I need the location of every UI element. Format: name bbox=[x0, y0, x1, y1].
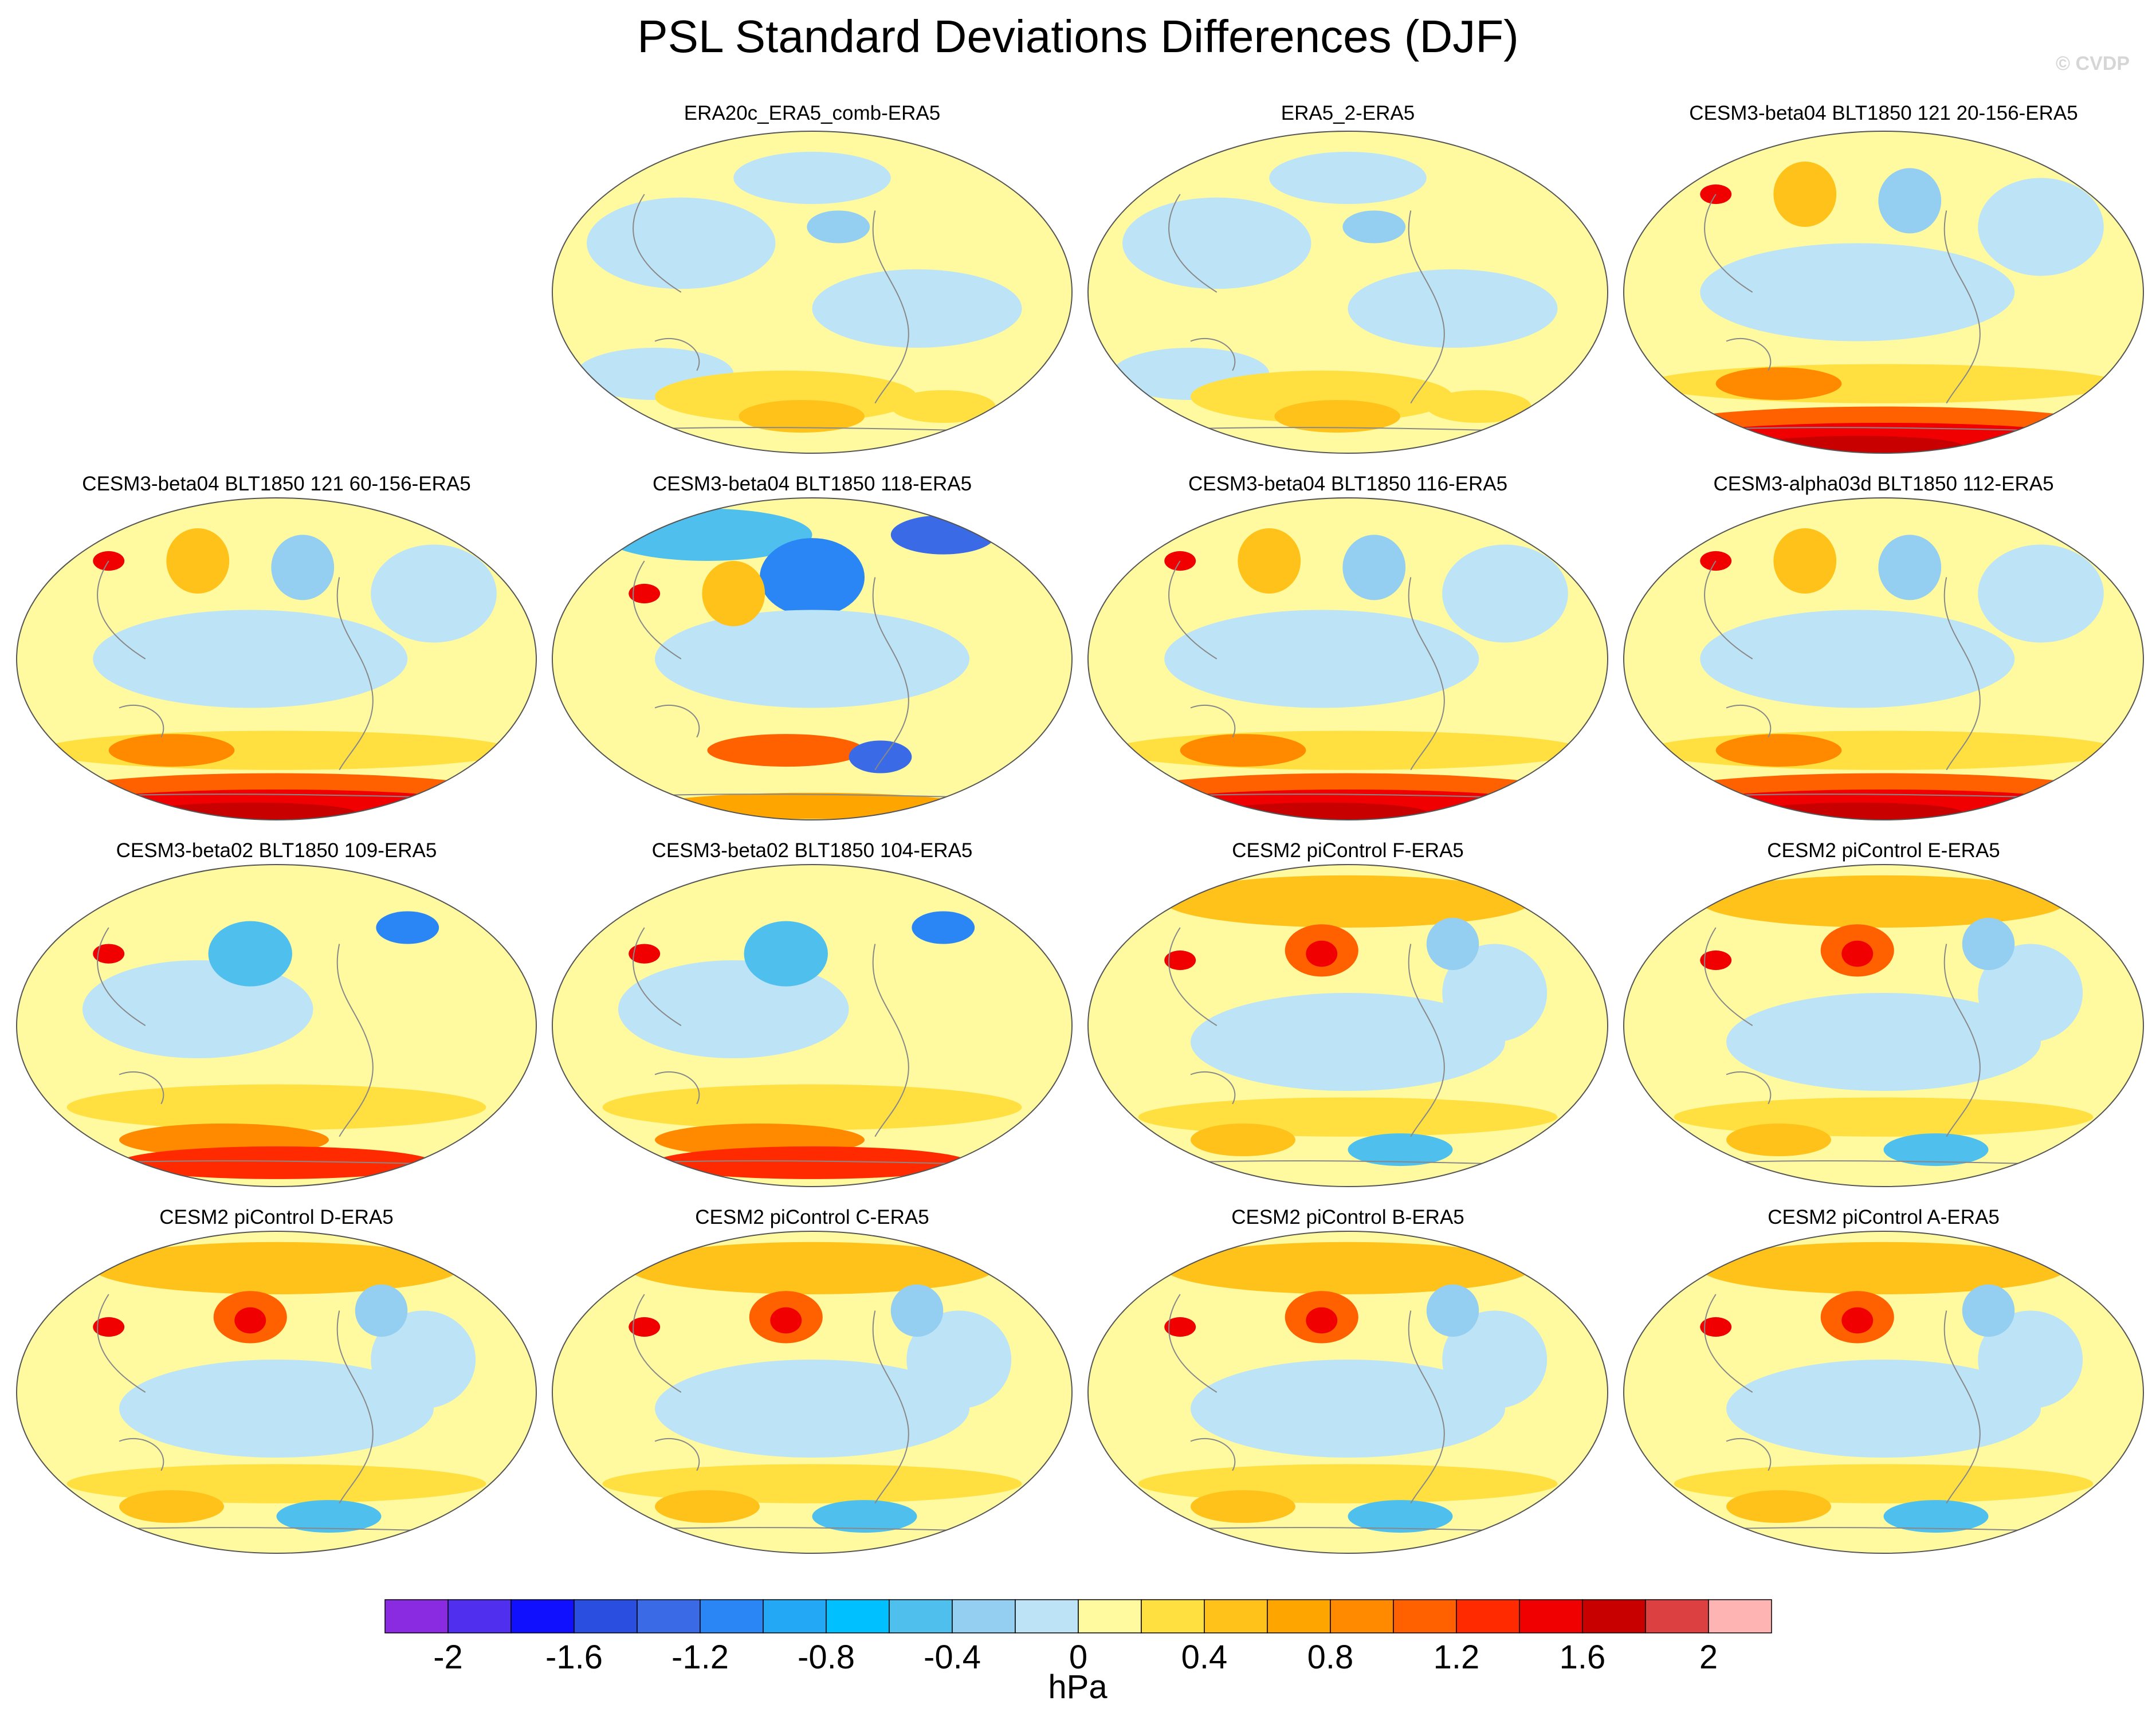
colorbar-tick-label: 2 bbox=[1699, 1639, 1718, 1676]
panel-title: CESM2 piControl C-ERA5 bbox=[695, 1206, 929, 1228]
colorbar-swatch bbox=[384, 1599, 449, 1633]
world-map bbox=[16, 1231, 537, 1554]
colorbar-tick-label: -1.2 bbox=[671, 1639, 729, 1676]
colorbar-tick-label: 1.2 bbox=[1433, 1639, 1480, 1676]
panel-title: CESM2 piControl F-ERA5 bbox=[1232, 839, 1464, 862]
panel-title: CESM2 piControl D-ERA5 bbox=[159, 1206, 394, 1228]
panel-title: CESM2 piControl A-ERA5 bbox=[1768, 1206, 2000, 1228]
colorbar-swatch bbox=[763, 1599, 827, 1633]
panel-title: CESM3-beta04 BLT1850 121 60-156-ERA5 bbox=[82, 473, 471, 495]
world-map bbox=[1087, 864, 1608, 1187]
colorbar-swatch bbox=[1519, 1599, 1583, 1633]
panel-title: CESM3-beta02 BLT1850 104-ERA5 bbox=[651, 839, 973, 862]
world-map bbox=[1087, 131, 1608, 454]
colorbar-swatch bbox=[1015, 1599, 1079, 1633]
world-map bbox=[552, 1231, 1073, 1554]
colorbar-units: hPa bbox=[1048, 1668, 1108, 1706]
figure-title: PSL Standard Deviations Differences (DJF… bbox=[637, 11, 1519, 62]
world-map bbox=[1087, 1231, 1608, 1554]
colorbar-swatch bbox=[1582, 1599, 1646, 1633]
panel-title: ERA5_2-ERA5 bbox=[1281, 102, 1415, 124]
colorbar-tick-label: 1.6 bbox=[1559, 1639, 1606, 1676]
world-map bbox=[1623, 1231, 2144, 1554]
world-map bbox=[552, 864, 1073, 1187]
colorbar-tick-label: -1.6 bbox=[545, 1639, 603, 1676]
colorbar-swatch bbox=[1708, 1599, 1772, 1633]
panel-title: CESM3-beta02 BLT1850 109-ERA5 bbox=[116, 839, 437, 862]
panel-title: CESM3-beta04 BLT1850 116-ERA5 bbox=[1188, 473, 1508, 495]
world-map bbox=[552, 497, 1073, 820]
panel-title: ERA20c_ERA5_comb-ERA5 bbox=[684, 102, 941, 124]
colorbar-tick-label: 0 bbox=[1069, 1639, 1088, 1676]
colorbar-swatch bbox=[1204, 1599, 1268, 1633]
colorbar-tick-label: -0.4 bbox=[924, 1639, 981, 1676]
panel-title: CESM2 piControl E-ERA5 bbox=[1767, 839, 2000, 862]
panel-title: CESM3-alpha03d BLT1850 112-ERA5 bbox=[1713, 473, 2054, 495]
colorbar-tick-label: 0.8 bbox=[1307, 1639, 1354, 1676]
colorbar-swatch bbox=[1645, 1599, 1709, 1633]
world-map bbox=[1623, 497, 2144, 820]
colorbar-swatch bbox=[1393, 1599, 1457, 1633]
colorbar-tick-label: 0.4 bbox=[1181, 1639, 1228, 1676]
colorbar-swatch bbox=[826, 1599, 890, 1633]
world-map bbox=[1087, 497, 1608, 820]
panel-title: CESM2 piControl B-ERA5 bbox=[1231, 1206, 1464, 1228]
colorbar-swatch bbox=[510, 1599, 575, 1633]
panel-title: CESM3-beta04 BLT1850 118-ERA5 bbox=[652, 473, 972, 495]
colorbar-swatch bbox=[1456, 1599, 1520, 1633]
colorbar-swatch bbox=[889, 1599, 953, 1633]
colorbar-swatch bbox=[1141, 1599, 1205, 1633]
colorbar-tick-label: -2 bbox=[433, 1639, 463, 1676]
world-map bbox=[16, 497, 537, 820]
colorbar-swatch bbox=[1267, 1599, 1331, 1633]
world-map bbox=[1623, 864, 2144, 1187]
colorbar-swatch bbox=[1330, 1599, 1394, 1633]
colorbar-tick-label: -0.8 bbox=[798, 1639, 855, 1676]
colorbar-swatch bbox=[1078, 1599, 1142, 1633]
colorbar-swatch bbox=[952, 1599, 1016, 1633]
copyright-label: © CVDP bbox=[2056, 53, 2130, 74]
colorbar-swatch bbox=[700, 1599, 764, 1633]
panel-title: CESM3-beta04 BLT1850 121 20-156-ERA5 bbox=[1689, 102, 2078, 124]
colorbar-swatch bbox=[447, 1599, 512, 1633]
world-map bbox=[16, 864, 537, 1187]
world-map bbox=[552, 131, 1073, 454]
colorbar-swatch bbox=[637, 1599, 701, 1633]
colorbar-swatch bbox=[574, 1599, 638, 1633]
world-map bbox=[1623, 131, 2144, 454]
